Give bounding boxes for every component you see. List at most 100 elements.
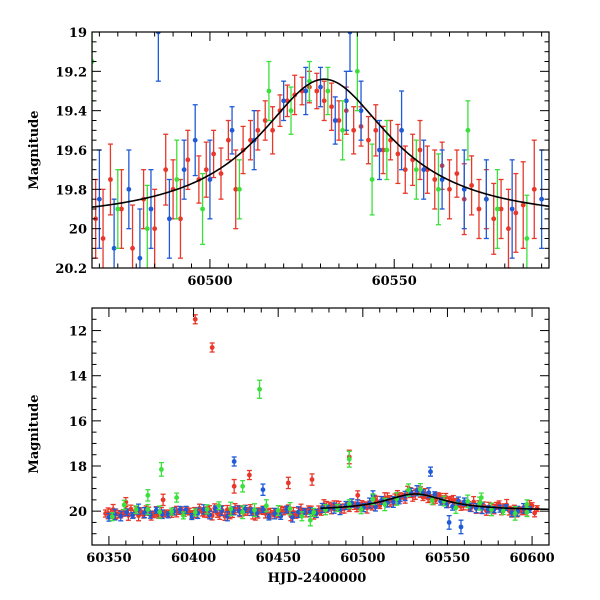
series-1-point bbox=[399, 90, 405, 171]
data-point bbox=[429, 498, 435, 503]
data-point bbox=[358, 108, 364, 114]
data-point bbox=[469, 183, 475, 188]
data-point bbox=[524, 236, 530, 241]
series-1-baseline-point bbox=[165, 511, 171, 519]
series-2-outlier-point bbox=[240, 480, 246, 493]
series-0-point bbox=[233, 149, 239, 230]
series-2-baseline-point bbox=[145, 503, 151, 516]
data-point bbox=[174, 495, 180, 500]
data-point bbox=[266, 88, 272, 94]
data-point bbox=[428, 469, 433, 475]
data-point bbox=[260, 507, 266, 512]
data-point bbox=[247, 472, 252, 478]
data-point bbox=[399, 127, 404, 133]
series-0-point bbox=[314, 72, 320, 110]
y-tick-label: 20 bbox=[69, 223, 87, 238]
top-y-axis-label: Magnitude bbox=[27, 110, 42, 189]
data-point bbox=[421, 167, 427, 173]
series-0-point bbox=[476, 178, 482, 240]
data-point bbox=[96, 196, 102, 202]
series-1-outlier-point bbox=[428, 466, 434, 477]
data-point bbox=[124, 509, 130, 515]
data-point bbox=[465, 127, 471, 133]
series-2-baseline-point bbox=[192, 508, 198, 517]
series-2-baseline-point bbox=[133, 505, 139, 515]
series-0-point bbox=[410, 133, 416, 187]
series-2-baseline-point bbox=[180, 511, 186, 520]
series-0-point bbox=[225, 119, 231, 161]
data-point bbox=[166, 216, 172, 222]
data-point bbox=[413, 167, 419, 173]
data-point bbox=[285, 480, 291, 486]
series-2-point bbox=[465, 100, 471, 161]
x-tick-label: 60350 bbox=[86, 551, 131, 566]
data-point bbox=[531, 186, 537, 192]
bottom-x-axis-label: HJD-2400000 bbox=[268, 571, 367, 586]
series-0-outlier-point bbox=[285, 476, 291, 490]
data-point bbox=[177, 507, 183, 513]
data-point bbox=[108, 177, 113, 182]
series-0-point bbox=[531, 139, 537, 240]
data-point bbox=[439, 177, 445, 182]
data-point bbox=[402, 167, 408, 173]
series-1-outlier-point bbox=[458, 519, 464, 535]
data-point bbox=[461, 186, 467, 192]
series-2-baseline-point bbox=[169, 507, 175, 516]
series-2-baseline-point bbox=[488, 502, 494, 517]
data-point bbox=[500, 508, 506, 514]
series-0-point bbox=[107, 143, 113, 216]
data-point bbox=[126, 186, 132, 192]
data-point bbox=[382, 502, 388, 507]
data-point bbox=[417, 486, 423, 492]
series-1-point bbox=[96, 149, 102, 249]
series-2-baseline-point bbox=[121, 499, 127, 511]
series-2-outlier-point bbox=[174, 492, 180, 503]
x-tick-label: 60400 bbox=[171, 551, 216, 566]
series-1-baseline-point bbox=[195, 507, 201, 520]
y-tick-label: 18 bbox=[69, 460, 87, 475]
data-point bbox=[491, 216, 497, 222]
series-2-baseline-point bbox=[263, 499, 269, 513]
data-point bbox=[257, 386, 262, 392]
data-point bbox=[432, 492, 438, 497]
data-point bbox=[478, 495, 484, 500]
data-point bbox=[447, 186, 452, 192]
series-1-baseline-point bbox=[290, 511, 296, 523]
data-point bbox=[369, 177, 375, 182]
data-point bbox=[473, 505, 479, 511]
series-2-point bbox=[524, 194, 530, 268]
series-0-point bbox=[247, 119, 253, 161]
data-point bbox=[207, 177, 213, 182]
series-1-point bbox=[181, 139, 187, 200]
series-0-point bbox=[152, 188, 158, 268]
data-point bbox=[231, 459, 237, 464]
fit-curve bbox=[92, 78, 549, 208]
data-point bbox=[495, 206, 500, 212]
series-1-point bbox=[318, 66, 323, 108]
data-point bbox=[262, 118, 268, 123]
series-0-point bbox=[513, 172, 519, 253]
series-0-point bbox=[373, 104, 379, 157]
series-1-baseline-point bbox=[130, 511, 136, 519]
series-1-point bbox=[421, 139, 427, 200]
series-1-point bbox=[137, 208, 143, 268]
data-point bbox=[366, 137, 371, 143]
data-point bbox=[346, 501, 352, 507]
y-tick-label: 20.2 bbox=[55, 262, 87, 277]
data-point bbox=[395, 151, 401, 157]
series-0-point bbox=[469, 155, 475, 216]
x-tick-label: 60550 bbox=[372, 274, 417, 289]
data-point bbox=[311, 510, 317, 515]
series-1-outlier-point bbox=[231, 456, 237, 467]
data-point bbox=[406, 487, 411, 493]
data-point bbox=[252, 507, 257, 513]
data-point bbox=[216, 503, 222, 509]
series-1-outlier-point bbox=[446, 515, 452, 530]
data-point bbox=[524, 501, 530, 507]
data-point bbox=[476, 206, 482, 212]
data-layer bbox=[103, 314, 549, 535]
data-point bbox=[358, 507, 364, 512]
data-point bbox=[307, 517, 313, 523]
data-point bbox=[355, 492, 361, 498]
